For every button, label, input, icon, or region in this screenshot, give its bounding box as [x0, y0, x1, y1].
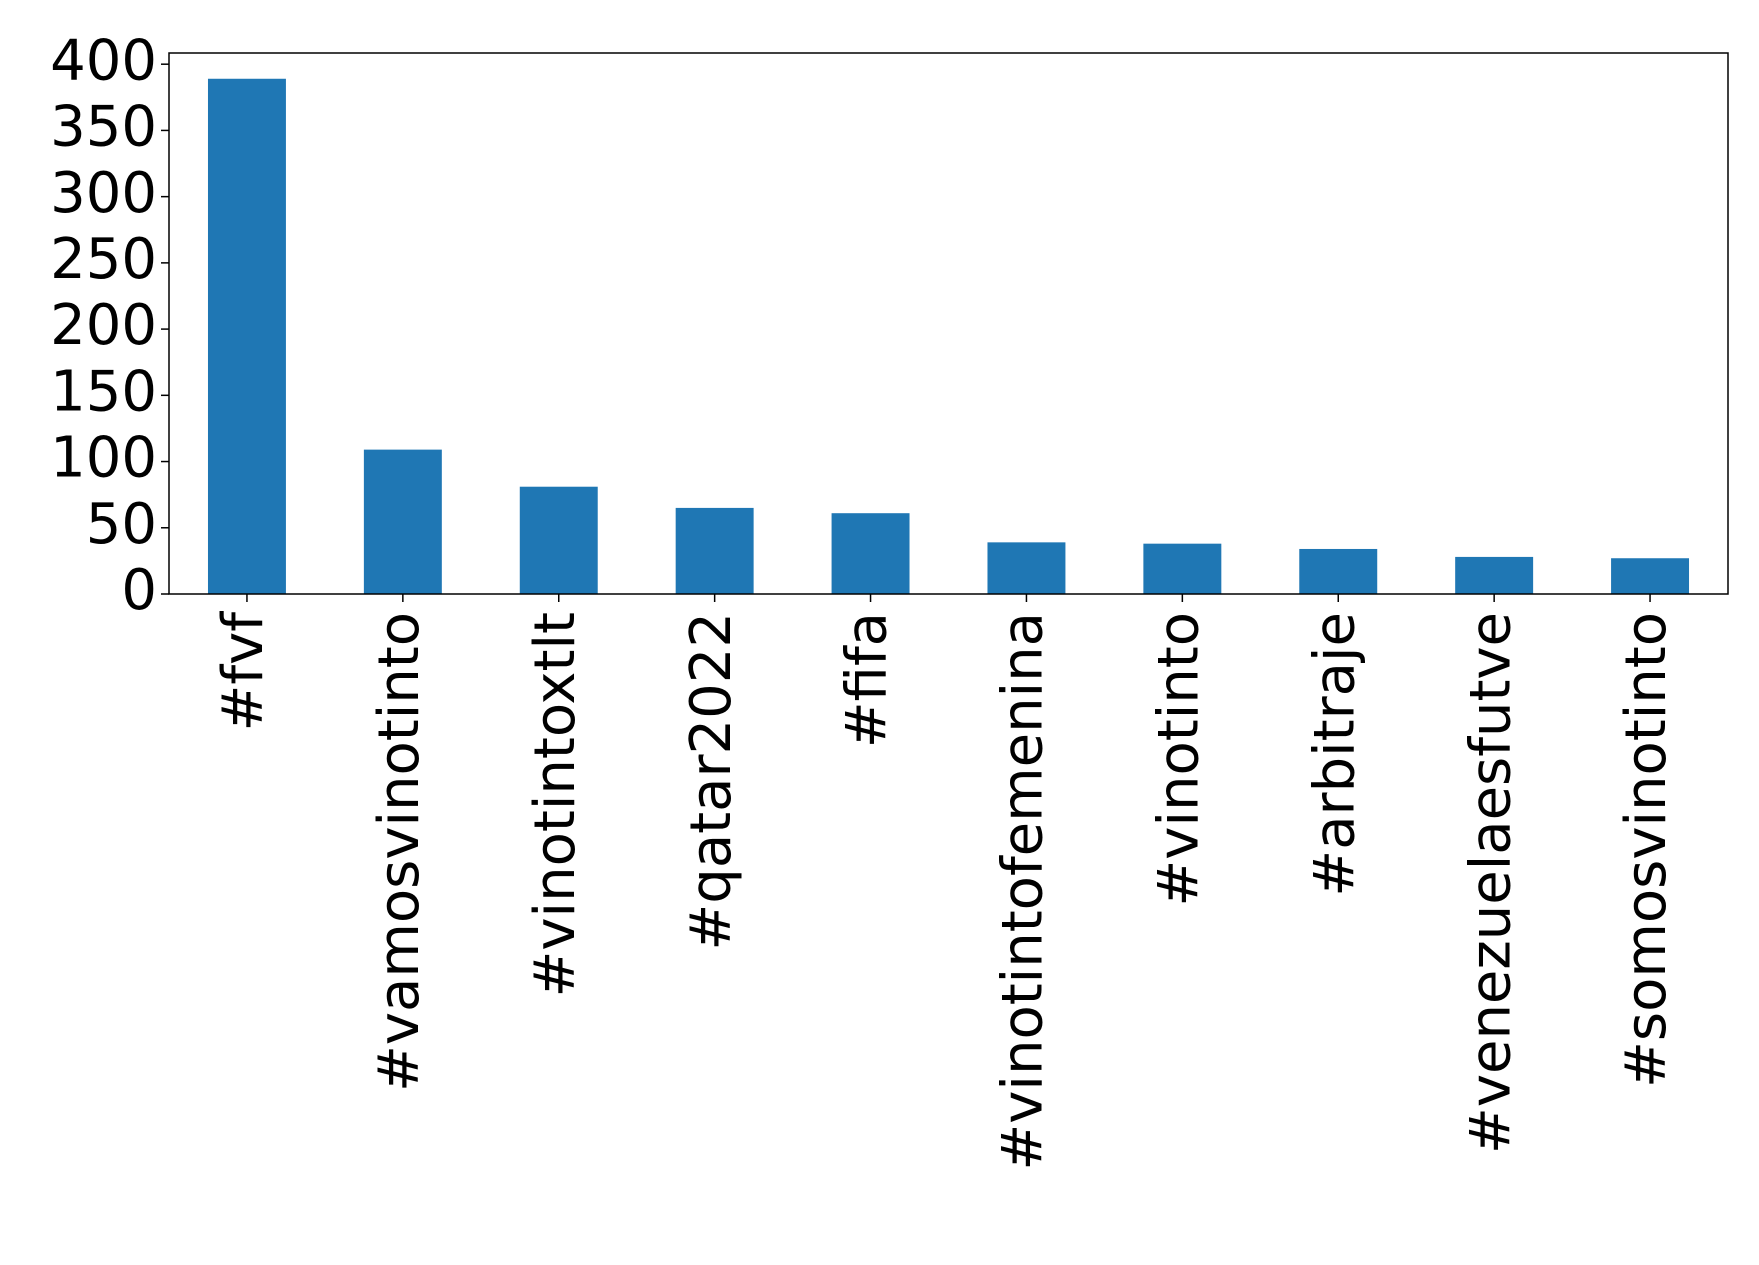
y-tick-label: 100 [50, 426, 157, 491]
x-tick-label: #vinotintoxtlt [523, 612, 588, 998]
x-tick-label: #vinotinto [1146, 612, 1211, 907]
bar [1455, 556, 1534, 594]
x-tick-label: #arbitraje [1302, 612, 1367, 897]
y-tick-label: 400 [50, 28, 157, 93]
y-tick-label: 200 [50, 293, 157, 358]
x-tick-label: #fifa [835, 612, 900, 748]
y-tick-label: 50 [86, 492, 157, 557]
x-tick-label: #somosvinotinto [1614, 612, 1679, 1088]
plot-frame [168, 52, 1729, 595]
x-tick-label: #venezuelaesfutve [1458, 612, 1523, 1154]
x-tick-label: #vamosvinotinto [367, 612, 432, 1092]
bar [519, 486, 598, 594]
bar [363, 449, 442, 594]
x-tick-label: #fvf [211, 611, 276, 732]
y-tick-label: 0 [121, 558, 157, 623]
bar [1299, 548, 1378, 594]
y-tick-label: 250 [50, 227, 157, 292]
x-tick-label: #vinotintofemenina [991, 612, 1056, 1171]
bar [1611, 558, 1690, 594]
bar [207, 78, 286, 594]
y-tick-label: 350 [50, 95, 157, 160]
y-tick-label: 150 [50, 359, 157, 424]
y-tick-label: 300 [50, 161, 157, 226]
bar [987, 542, 1066, 594]
x-tick-label: #qatar2022 [679, 612, 744, 951]
bar [1143, 543, 1222, 594]
bar [831, 513, 910, 594]
bar [675, 507, 754, 594]
